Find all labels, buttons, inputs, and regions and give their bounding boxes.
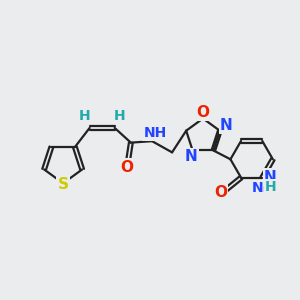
Text: NH: NH bbox=[252, 181, 275, 195]
Text: H: H bbox=[265, 180, 276, 194]
Text: H: H bbox=[79, 109, 90, 123]
Text: O: O bbox=[120, 160, 133, 175]
Text: N: N bbox=[185, 149, 197, 164]
Text: N: N bbox=[220, 118, 233, 133]
Text: O: O bbox=[196, 105, 209, 120]
Text: H: H bbox=[114, 109, 126, 123]
Text: NH: NH bbox=[143, 126, 167, 140]
Text: N: N bbox=[264, 169, 277, 184]
Text: O: O bbox=[214, 185, 227, 200]
Text: S: S bbox=[58, 177, 69, 192]
